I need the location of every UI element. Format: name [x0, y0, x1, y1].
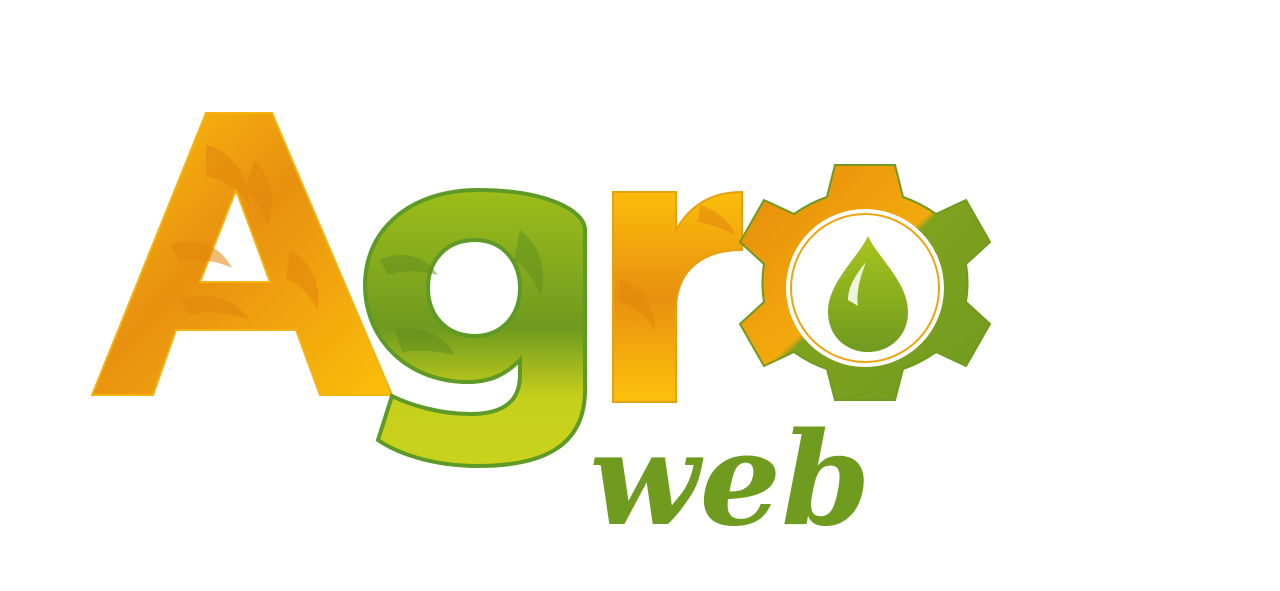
letter-g: [362, 187, 587, 469]
leaf-pattern: [170, 145, 319, 320]
gear-icon: [738, 164, 992, 401]
web-wordmark: web: [589, 405, 870, 555]
leaf-pattern: [380, 230, 544, 355]
drop-icon: [828, 236, 908, 352]
letter-r: [612, 190, 743, 403]
letter-a: [90, 112, 394, 396]
svg-text:web: web: [589, 405, 870, 555]
leaf-pattern: [620, 205, 735, 330]
